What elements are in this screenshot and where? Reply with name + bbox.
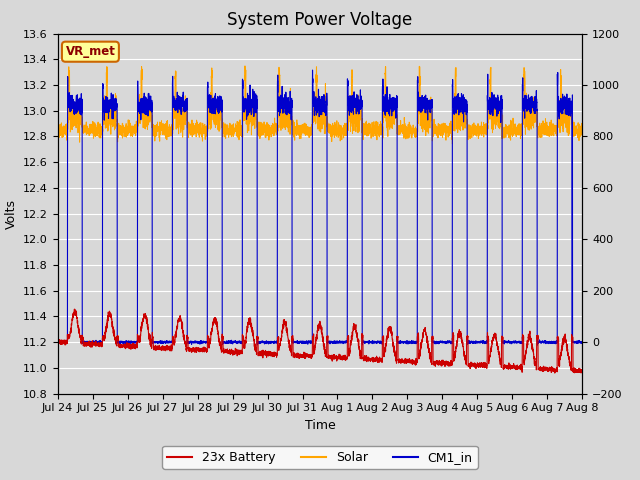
23x Battery	[408, 361, 416, 367]
X-axis label: Time: Time	[305, 419, 335, 432]
Solar	[148, 125, 156, 131]
Solar	[467, 132, 475, 138]
Line: 23x Battery: 23x Battery	[58, 309, 582, 373]
23x Battery	[148, 336, 156, 342]
Solar	[438, 128, 445, 134]
CM1_in	[148, 100, 156, 106]
23x Battery	[467, 360, 475, 366]
Solar	[54, 125, 61, 131]
Legend: 23x Battery, Solar, CM1_in: 23x Battery, Solar, CM1_in	[163, 446, 477, 469]
Solar	[578, 120, 586, 126]
Solar	[241, 63, 249, 69]
CM1_in	[534, 342, 541, 348]
Line: CM1_in: CM1_in	[58, 70, 582, 345]
Solar	[449, 141, 456, 147]
23x Battery	[438, 360, 445, 366]
CM1_in	[308, 67, 316, 73]
CM1_in	[408, 339, 416, 345]
Solar	[300, 123, 308, 129]
Solar	[408, 132, 416, 137]
CM1_in	[300, 339, 308, 345]
23x Battery	[71, 306, 79, 312]
CM1_in	[579, 338, 586, 344]
23x Battery	[300, 353, 308, 359]
23x Battery	[54, 340, 61, 346]
Text: VR_met: VR_met	[65, 45, 115, 58]
CM1_in	[467, 338, 475, 344]
Solar	[579, 137, 586, 143]
23x Battery	[578, 368, 586, 373]
Y-axis label: Volts: Volts	[4, 199, 17, 228]
CM1_in	[578, 339, 586, 345]
23x Battery	[579, 368, 586, 374]
CM1_in	[438, 338, 445, 344]
23x Battery	[551, 370, 559, 376]
CM1_in	[54, 338, 61, 344]
Title: System Power Voltage: System Power Voltage	[227, 11, 413, 29]
Line: Solar: Solar	[58, 66, 582, 144]
